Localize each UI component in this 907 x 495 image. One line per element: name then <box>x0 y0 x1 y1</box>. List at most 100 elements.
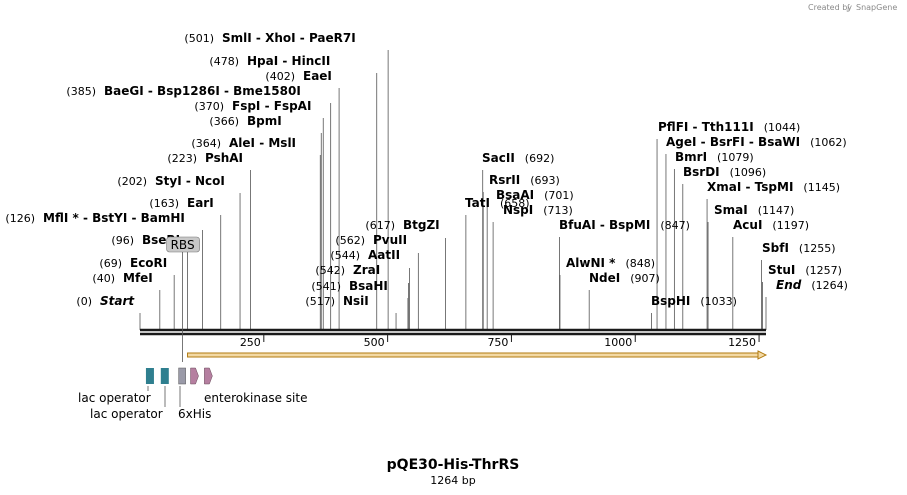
site-position: (223) <box>167 152 197 165</box>
site-position: (96) <box>111 234 134 247</box>
site-enzyme-names: SmaI (1147) <box>714 203 794 217</box>
site-enzyme-names: NdeI (907) <box>589 271 660 285</box>
site-enzyme-names: AleI - MslI <box>229 136 296 150</box>
restriction-site-label: AlwNI * (848) <box>566 256 655 270</box>
restriction-site-label: BsrDI (1096) <box>683 165 766 179</box>
restriction-site-label: (126) MflI * - BstYI - BamHI <box>5 211 185 225</box>
site-enzyme-names: AlwNI * (848) <box>566 256 655 270</box>
restriction-site-label: AgeI - BsrFI - BsaWI (1062) <box>666 135 847 149</box>
ruler-ticks: 250 500 750 1000 1250 <box>240 334 760 349</box>
restriction-site-label: SbfI (1255) <box>762 241 836 255</box>
restriction-site-label: (542) ZraI <box>315 263 380 277</box>
site-position: (0) <box>76 295 92 308</box>
site-position: (1264) <box>811 279 848 292</box>
restriction-site-label: (478) HpaI - HincII <box>209 54 330 68</box>
site-position: (478) <box>209 55 239 68</box>
site-position: (1079) <box>717 151 754 164</box>
ruler-tick-label: 1000 <box>604 336 632 349</box>
restriction-site-label: SacII (692) <box>482 151 554 165</box>
site-position: (847) <box>660 219 690 232</box>
restriction-site-label: TatI (658) <box>465 196 530 210</box>
his-tag-feature <box>178 367 186 385</box>
site-position: (163) <box>149 197 179 210</box>
restriction-site-label: (202) StyI - NcoI <box>117 174 224 188</box>
site-position: (69) <box>99 257 122 270</box>
restriction-site-label: BfuAI - BspMI (847) <box>559 218 690 232</box>
site-enzyme-names: FspI - FspAI <box>232 99 311 113</box>
site-enzyme-names: AcuI (1197) <box>733 218 809 232</box>
site-position: (907) <box>630 272 660 285</box>
restriction-site-label: NspI (713) <box>503 203 573 217</box>
sequence-title: pQE30-His-ThrRS <box>387 457 520 473</box>
site-position: (1096) <box>730 166 767 179</box>
restriction-site-label: SmaI (1147) <box>714 203 794 217</box>
ruler-tick-label: 500 <box>364 336 385 349</box>
lac-operator-feature <box>145 368 154 384</box>
site-position: (40) <box>92 272 115 285</box>
site-enzyme-names: PvuII <box>373 233 407 247</box>
site-position: (658) <box>500 197 530 210</box>
restriction-site-label: (544) AatII <box>330 248 400 262</box>
rbs-feature-box <box>166 236 200 253</box>
enterokinase-site-feature <box>190 367 199 385</box>
site-enzyme-names: StyI - NcoI <box>155 174 225 188</box>
restriction-site-label: AcuI (1197) <box>733 218 809 232</box>
feature-label: lac operator <box>78 391 151 405</box>
restriction-site-label: RsrII (693) <box>489 173 560 187</box>
orf-arrow-body <box>187 352 759 358</box>
restriction-site-label: (69) EcoRI <box>99 256 167 270</box>
restriction-site-label: XmaI - TspMI (1145) <box>707 180 840 194</box>
site-enzyme-names: BspHI (1033) <box>651 294 737 308</box>
site-position: (713) <box>543 204 573 217</box>
site-enzyme-names: HpaI - HincII <box>247 54 330 68</box>
site-position: (1197) <box>772 219 809 232</box>
site-position: (544) <box>330 249 360 262</box>
restriction-site-label: (541) BsaHI <box>311 279 388 293</box>
site-position: (402) <box>265 70 295 83</box>
site-enzyme-names: SmlI - XhoI - PaeR7I <box>222 31 356 45</box>
site-position: (126) <box>5 212 35 225</box>
site-enzyme-names: BmrI (1079) <box>675 150 754 164</box>
orf-arrow-head <box>757 350 768 360</box>
site-enzyme-names: BpmI <box>247 114 282 128</box>
restriction-site-label: (223) PshAI <box>167 151 243 165</box>
site-labels: (0) Start(40) MfeI(69) EcoRI(96) BseRI(126) M… <box>5 31 848 308</box>
site-enzyme-names: MfeI <box>123 271 153 285</box>
site-enzyme-names: AatII <box>368 248 400 262</box>
feature-track: RBS lac operator lac operator 6xHis enteroki… <box>78 236 768 421</box>
site-position: (848) <box>625 257 655 270</box>
sequence-length: 1264 bp <box>430 474 475 487</box>
feature-label: lac operator <box>90 407 163 421</box>
site-enzyme-names: EaeI <box>303 69 332 83</box>
lac-operator-feature <box>160 368 169 384</box>
site-enzyme-names: PshAI <box>205 151 243 165</box>
restriction-site-label: (370) FspI - FspAI <box>194 99 311 113</box>
site-position: (1257) <box>805 264 842 277</box>
restriction-site-label: (385) BaeGI - Bsp1286I - Bme1580I <box>66 84 300 98</box>
site-enzyme-names: NsiI <box>343 294 369 308</box>
site-enzyme-names: MflI * - BstYI - BamHI <box>43 211 185 225</box>
site-enzyme-names: BsaAI (701) <box>496 188 574 202</box>
site-enzyme-names: Start <box>100 294 135 308</box>
site-position: (693) <box>530 174 560 187</box>
restriction-site-label: (402) EaeI <box>265 69 332 83</box>
restriction-site-label: BspHI (1033) <box>651 294 737 308</box>
restriction-site-label: (517) NsiI <box>305 294 368 308</box>
site-enzyme-names: SbfI (1255) <box>762 241 836 255</box>
site-position: (1145) <box>803 181 840 194</box>
restriction-site-label: BsaAI (701) <box>496 188 574 202</box>
site-position: (364) <box>191 137 221 150</box>
site-leaders <box>139 50 767 330</box>
site-position: (1255) <box>799 242 836 255</box>
restriction-site-label: (163) EarI <box>149 196 213 210</box>
site-enzyme-names: AgeI - BsrFI - BsaWI (1062) <box>666 135 847 149</box>
feature-label: enterokinase site <box>204 391 307 405</box>
credit-brand: SnapGene <box>856 3 897 12</box>
restriction-site-label: (562) PvuII <box>335 233 407 247</box>
restriction-site-label: (0) Start <box>76 294 135 308</box>
site-position: (370) <box>194 100 224 113</box>
site-enzyme-names: RsrII (693) <box>489 173 560 187</box>
site-position: (692) <box>525 152 555 165</box>
site-position: (385) <box>66 85 96 98</box>
